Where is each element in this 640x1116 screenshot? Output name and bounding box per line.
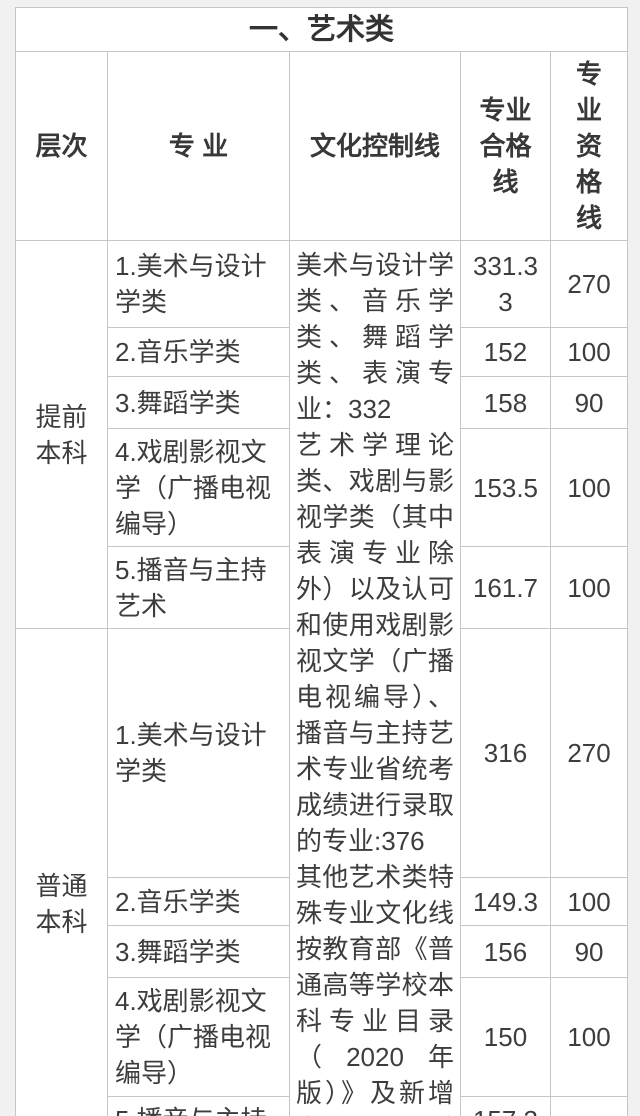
level-cell-regular-undergrad: 普通本科 [15,628,108,1116]
major-cell: 4.戏剧影视文学（广播电视编导） [107,428,290,547]
pass-line-cell: 158 [460,376,551,429]
table-row: 5.播音与主持艺术 161.7 100 [16,546,629,629]
major-cell: 5.播音与主持艺术 [107,1096,290,1116]
pass-line-cell: 316 [460,628,551,878]
col-header-pass-line: 专业合格线 [460,51,551,241]
pass-line-cell: 157.36 [460,1096,551,1116]
pass-line-cell: 161.7 [460,546,551,629]
qualify-line-cell: 90 [549,925,629,978]
culture-control-line-cell: 美术与设计学类、音乐学类、舞蹈学类、表演专业：332 艺术学理论类、戏剧与影视学… [289,240,461,1116]
table-row: 提前本科 1.美术与设计学类 美术与设计学类、音乐学类、舞蹈学类、表演专业：33… [15,240,629,1116]
pass-line-cell: 152 [460,327,551,377]
table-row: 4.戏剧影视文学（广播电视编导） 153.5 100 [16,428,629,547]
qualify-line-cell: 100 [549,977,629,1097]
major-cell: 1.美术与设计学类 [107,628,290,878]
pass-line-cell: 149.3 [460,877,551,926]
pass-line-cell: 331.33 [460,240,551,328]
major-cell: 3.舞蹈学类 [107,925,290,978]
major-cell: 4.戏剧影视文学（广播电视编导） [107,977,290,1097]
table-row: 3.舞蹈学类 158 90 [16,376,629,429]
major-cell: 3.舞蹈学类 [107,376,290,429]
qualify-line-cell: 100 [549,546,629,629]
table-row: 2.音乐学类 149.3 100 [16,877,629,926]
culture-control-line-text: 美术与设计学类、音乐学类、舞蹈学类、表演专业：332 艺术学理论类、戏剧与影视学… [296,247,454,1116]
col-header-major: 专 业 [107,51,290,241]
major-cell: 2.音乐学类 [107,327,290,377]
pass-line-cell: 156 [460,925,551,978]
qualify-line-cell: 90 [549,376,629,429]
qualify-line-cell: 100 [549,877,629,926]
major-cell: 2.音乐学类 [107,877,290,926]
table-row: 2.音乐学类 152 100 [16,327,629,377]
qualify-line-cell: 100 [549,428,629,547]
level-cell-early-undergrad: 提前本科 [15,240,108,629]
qualify-line-cell: 100 [549,1096,629,1116]
qualify-line-cell: 270 [549,628,629,878]
table-row: 普通本科 1.美术与设计学类 316 270 [15,628,629,1116]
culture-paragraph-2: 艺术学理论类、戏剧与影视学类（其中表演专业除外）以及认可和使用戏剧影视文学（广播… [296,430,454,856]
qualify-line-cell: 100 [549,327,629,377]
culture-paragraph-3: 其他艺术类特殊专业文化线按教育部《普通高等学校本科专业目录（2020年版）》及新… [296,862,454,1116]
admission-score-table: 一、艺术类 层次 专 业 文化控制线 专业合格线 专业资格线 提前本科 1.美术… [14,7,629,1116]
col-header-qualify-line: 专业资格线 [549,51,629,241]
pass-line-cell: 150 [460,977,551,1097]
table-row: 5.播音与主持艺术 157.36 100 [16,1096,629,1116]
qualify-line-cell: 270 [549,240,629,328]
major-cell: 5.播音与主持艺术 [107,546,290,629]
culture-paragraph-1: 美术与设计学类、音乐学类、舞蹈学类、表演专业：332 [296,250,454,424]
col-header-culture-line: 文化控制线 [289,51,461,241]
major-cell: 1.美术与设计学类 [107,240,290,328]
table-title-row: 一、艺术类 [14,7,629,52]
table-header-row: 层次 专 业 文化控制线 专业合格线 专业资格线 [15,51,629,241]
table-title: 一、艺术类 [14,7,629,52]
col-header-level: 层次 [15,51,108,241]
pass-line-cell: 153.5 [460,428,551,547]
